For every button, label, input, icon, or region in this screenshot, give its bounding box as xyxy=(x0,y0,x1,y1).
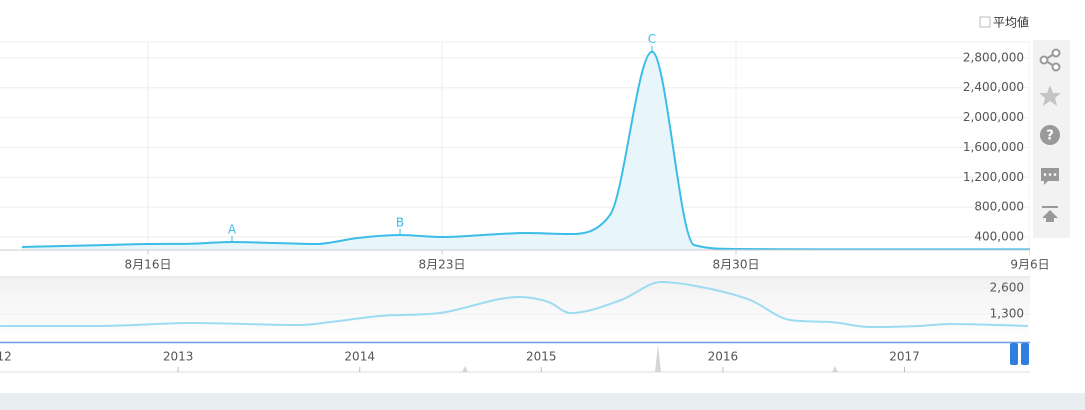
main-plot xyxy=(0,42,1030,255)
annotation-label: A xyxy=(228,223,237,237)
timeline-year-label: 2013 xyxy=(163,350,194,364)
overview-line xyxy=(0,280,1029,329)
line xyxy=(21,50,1030,251)
y-tick-label: 2,400,000 xyxy=(963,80,1024,94)
share-button[interactable] xyxy=(1039,48,1061,72)
y-tick-label: 1,200,000 xyxy=(963,170,1024,184)
favorite-button[interactable] xyxy=(1039,85,1061,106)
x-tick-label: 8月16日 xyxy=(125,258,172,272)
help-icon: ? xyxy=(1046,129,1054,144)
timeline-marker xyxy=(832,366,838,372)
x-tick-label: 8月30日 xyxy=(713,258,760,272)
timeline-marker xyxy=(462,366,468,372)
area-fill xyxy=(22,51,1030,250)
annotation-label: B xyxy=(396,215,404,229)
timeline-year-label: 2017 xyxy=(889,350,920,364)
range-handle-left[interactable] xyxy=(1010,343,1018,365)
y-tick-label: 1,600,000 xyxy=(963,140,1024,154)
overview-y-tick-label: 1,300 xyxy=(990,307,1024,321)
y-tick-label: 2,000,000 xyxy=(963,110,1024,124)
timeline-marker xyxy=(655,345,661,372)
toolbar: ? xyxy=(1033,40,1070,238)
comment-button[interactable] xyxy=(1041,168,1059,185)
overview-y-tick-label: 2,600 xyxy=(990,281,1024,295)
timeline-year-label: 2015 xyxy=(526,350,557,364)
overview-background xyxy=(0,277,1030,342)
average-label[interactable]: 平均値 xyxy=(993,15,1029,30)
timeline-year-label: 2014 xyxy=(344,350,375,364)
x-tick-label: 9月6日 xyxy=(1010,258,1049,272)
y-tick-label: 800,000 xyxy=(974,200,1024,214)
timeline-year-label: 2012 xyxy=(0,350,12,364)
back-to-top-button[interactable] xyxy=(1042,206,1058,222)
page-footer-band xyxy=(0,393,1085,410)
y-tick-label: 400,000 xyxy=(974,230,1024,244)
average-checkbox[interactable] xyxy=(979,16,991,28)
annotation-label: C xyxy=(648,32,656,46)
y-tick-label: 2,800,000 xyxy=(963,50,1024,64)
timeline-year-label: 2016 xyxy=(708,350,739,364)
x-tick-label: 8月23日 xyxy=(419,258,466,272)
range-handle-right[interactable] xyxy=(1021,343,1029,365)
help-button[interactable]: ? xyxy=(1040,125,1060,145)
